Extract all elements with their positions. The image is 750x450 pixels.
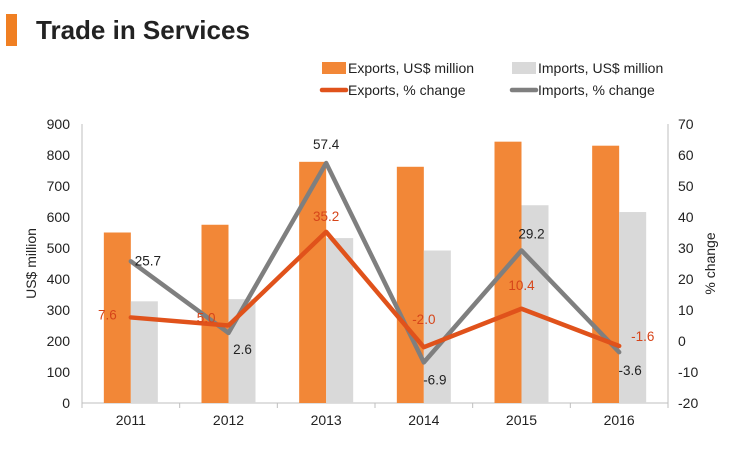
left-tick-label: 100 bbox=[47, 364, 71, 380]
exports-change-data-label: -1.6 bbox=[631, 329, 654, 344]
exports-bar bbox=[592, 145, 620, 403]
exports-change-data-label: 35.2 bbox=[313, 209, 339, 224]
legend-label: Imports, % change bbox=[538, 82, 655, 98]
left-tick-label: 300 bbox=[47, 302, 71, 318]
imports-change-data-label: 57.4 bbox=[313, 137, 340, 152]
x-tick-label: 2012 bbox=[213, 412, 244, 428]
right-tick-label: 20 bbox=[678, 271, 694, 287]
page-title: Trade in Services bbox=[36, 15, 250, 45]
right-axis-title: % change bbox=[702, 232, 718, 294]
left-tick-label: 0 bbox=[62, 395, 70, 411]
left-tick-label: 200 bbox=[47, 333, 71, 349]
right-tick-label: 30 bbox=[678, 240, 694, 256]
imports-bar bbox=[423, 250, 451, 403]
left-tick-label: 700 bbox=[47, 178, 71, 194]
title-accent-bar bbox=[6, 14, 17, 46]
imports-bar bbox=[619, 212, 647, 403]
right-tick-label: -10 bbox=[678, 364, 698, 380]
left-tick-label: 500 bbox=[47, 240, 71, 256]
left-tick-label: 900 bbox=[47, 116, 71, 132]
exports-change-data-label: -2.0 bbox=[412, 312, 435, 327]
imports-bar bbox=[521, 205, 549, 403]
x-tick-label: 2015 bbox=[506, 412, 537, 428]
right-tick-label: -20 bbox=[678, 395, 698, 411]
exports-change-data-label: 10.4 bbox=[508, 278, 535, 293]
imports-change-data-label: 25.7 bbox=[135, 253, 161, 268]
right-tick-label: 0 bbox=[678, 333, 686, 349]
x-tick-label: 2011 bbox=[116, 412, 146, 428]
legend-swatch-imports-bar bbox=[512, 62, 536, 74]
exports-bar bbox=[103, 232, 131, 403]
legend-label: Exports, % change bbox=[348, 82, 466, 98]
imports-change-data-label: -6.9 bbox=[423, 372, 446, 387]
imports-bar bbox=[326, 238, 354, 403]
imports-bar bbox=[228, 299, 256, 403]
imports-change-data-label: -3.6 bbox=[619, 363, 642, 378]
x-tick-label: 2013 bbox=[311, 412, 342, 428]
exports-change-line bbox=[128, 229, 622, 350]
exports-change-data-label: 7.6 bbox=[98, 307, 117, 322]
right-tick-label: 50 bbox=[678, 178, 694, 194]
x-tick-label: 2016 bbox=[604, 412, 635, 428]
exports-bar bbox=[494, 141, 522, 404]
imports-change-data-label: 2.6 bbox=[233, 342, 252, 357]
left-tick-label: 800 bbox=[47, 147, 71, 163]
right-tick-label: 60 bbox=[678, 147, 694, 163]
imports-change-data-label: 29.2 bbox=[518, 226, 544, 241]
right-tick-label: 70 bbox=[678, 116, 694, 132]
legend-label: Exports, US$ million bbox=[348, 60, 474, 76]
legend-label: Imports, US$ million bbox=[538, 60, 663, 76]
right-tick-label: 40 bbox=[678, 209, 694, 225]
left-axis-title: US$ million bbox=[23, 228, 39, 299]
left-tick-label: 600 bbox=[47, 209, 71, 225]
exports-bar bbox=[299, 161, 327, 403]
exports-bar bbox=[396, 166, 424, 403]
imports-change-line bbox=[128, 160, 622, 365]
right-tick-label: 10 bbox=[678, 302, 694, 318]
x-tick-label: 2014 bbox=[408, 412, 439, 428]
left-tick-label: 400 bbox=[47, 271, 71, 287]
legend-swatch-exports-bar bbox=[322, 62, 346, 74]
exports-change-data-label: 5.0 bbox=[197, 311, 216, 326]
